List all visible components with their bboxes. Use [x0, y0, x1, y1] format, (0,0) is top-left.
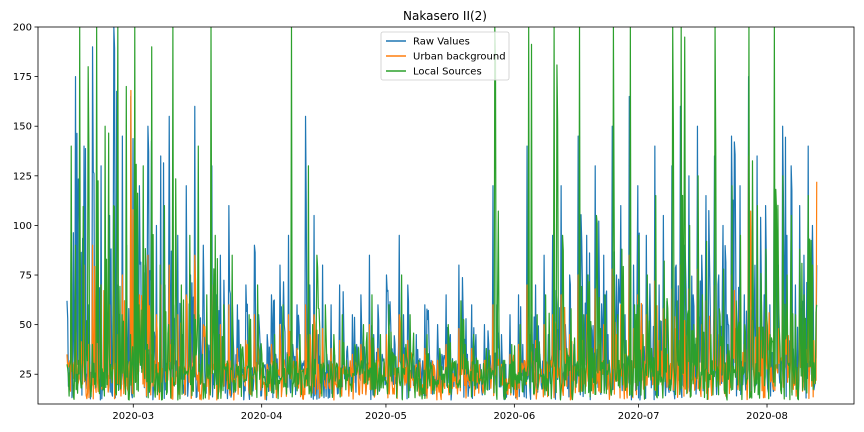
legend-box	[380, 31, 510, 81]
y-tick-label: 175	[13, 72, 32, 83]
plot-frame	[37, 26, 855, 405]
x-tick-label: 2020-07	[618, 411, 660, 422]
axes-layer: 25 50 75 100 125 150 175 200 2020-03 2020-04 2020-…	[13, 23, 855, 422]
y-tick-label: 200	[13, 23, 32, 34]
y-tick-label: 150	[13, 122, 32, 133]
legend-label: Local Sources	[413, 67, 482, 78]
legend-label: Urban background	[413, 52, 506, 63]
y-tick-label: 100	[13, 221, 32, 232]
legend: Raw Values Urban background Local Sources	[380, 31, 510, 81]
x-tick-label: 2020-06	[493, 411, 535, 422]
series-layer	[66, 27, 818, 401]
x-tick-label: 2020-04	[241, 411, 283, 422]
y-tick-label: 125	[13, 171, 32, 182]
x-tick-label: 2020-08	[746, 411, 788, 422]
legend-label: Raw Values	[413, 37, 470, 48]
x-tick-label: 2020-05	[365, 411, 407, 422]
series-line-0	[66, 27, 818, 401]
series-line-2	[66, 27, 818, 401]
chart-title: Nakasero II(2)	[403, 9, 487, 23]
y-tick-label: 50	[19, 320, 32, 331]
y-tick-label: 75	[19, 271, 32, 282]
y-tick-label: 25	[19, 370, 32, 381]
x-tick-label: 2020-03	[112, 411, 154, 422]
